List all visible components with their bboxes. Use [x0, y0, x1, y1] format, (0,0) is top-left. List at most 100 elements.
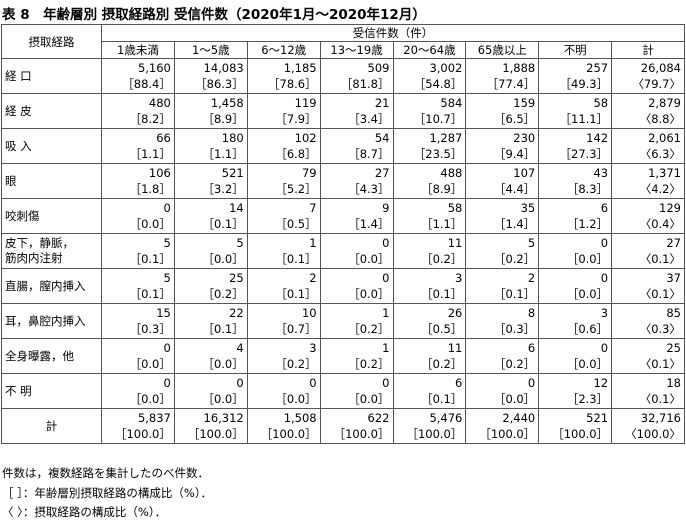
share: ［8.7］ [348, 147, 390, 161]
table-cell: 180 ［1.1］ [173, 128, 248, 164]
table-cell: 79 ［5.2］ [246, 163, 321, 199]
count: 26 [447, 306, 463, 320]
table-row: 不 明 0 ［0.0］ 0 ［0.0］ 0 ［0.0］ 0 ［0.0］ 6 ［0.1］ 0 ［0.0］ 1… [1, 373, 685, 409]
table-cell: 0 ［0.0］ [319, 268, 394, 304]
table-cell: 230 ［9.4］ [465, 128, 540, 164]
count: 0 [163, 201, 171, 215]
table-cell: 3 ［0.2］ [246, 338, 321, 374]
table-cell: 1 ［0.2］ [319, 303, 394, 339]
share: ［0.5］ [421, 322, 463, 336]
count: 6 [455, 376, 463, 390]
row-label-line: 耳，鼻腔内挿入 [5, 313, 86, 328]
count: 509 [367, 61, 390, 75]
notes: 件数は，複数経路を集計したのべ件数． ［ ］：年齢層別摂取経路の構成比（%）． 〈 … [2, 464, 212, 523]
table-cell: 106 ［1.8］ [101, 163, 175, 199]
count: 11 [447, 341, 463, 355]
table-cell: 7 ［0.5］ [246, 198, 321, 234]
count: 27 [374, 166, 390, 180]
row-header: 摂取経路 [1, 24, 102, 59]
count: 5 [163, 271, 171, 285]
count: 8 [527, 306, 536, 320]
table-cell: 142 ［27.3］ [538, 128, 613, 164]
table-cell: 25 ［0.2］ [173, 268, 248, 304]
table-row: 経 皮 480 ［8.2］ 1,458 ［8.9］ 119 ［7.9］ 21 ［3.4］ 584 ［… [1, 93, 685, 129]
table-cell: 521 ［3.2］ [173, 163, 248, 199]
share: ［0.2］ [493, 357, 536, 371]
share: ［54.8］ [413, 77, 463, 91]
share: ［0.0］ [202, 357, 244, 371]
share: ［100.0］ [187, 427, 244, 441]
count: 14 [229, 201, 244, 215]
share: ［1.1］ [129, 147, 171, 161]
count: 119 [294, 96, 317, 110]
table-cell: 27 ［4.3］ [319, 163, 394, 199]
table-cell: 488 ［8.9］ [392, 163, 467, 199]
share: ［0.0］ [129, 217, 171, 231]
share: ［4.3］ [348, 182, 390, 196]
count: 521 [586, 411, 609, 425]
table-cell: 1,371 〈4.2〉 [611, 163, 685, 199]
table-cell: 1,287 ［23.5］ [392, 128, 467, 164]
count: 1 [382, 341, 390, 355]
share: ［0.5］ [275, 217, 317, 231]
count: 25 [666, 341, 681, 355]
share: ［0.3］ [129, 322, 171, 336]
share: ［0.6］ [566, 322, 609, 336]
table-cell: 102 ［6.8］ [246, 128, 321, 164]
note-line: 件数は，複数経路を集計したのべ件数． [2, 466, 209, 480]
count: 15 [156, 306, 171, 320]
row-label-line: 計 [45, 418, 58, 433]
share: ［0.0］ [566, 357, 609, 371]
table-cell: 1,185 ［78.6］ [246, 58, 321, 94]
count: 21 [374, 96, 390, 110]
count: 79 [301, 166, 317, 180]
share: ［0.0］ [566, 252, 609, 266]
share: ［1.4］ [493, 217, 536, 231]
table-cell: 5 ［0.2］ [465, 233, 540, 269]
count: 622 [367, 411, 390, 425]
table-cell: 1 ［0.1］ [246, 233, 321, 269]
table-cell: 2 ［0.1］ [465, 268, 540, 304]
share: ［81.8］ [340, 77, 390, 91]
row-label: 吸 入 [1, 128, 102, 164]
count: 32,716 [640, 411, 681, 425]
row-label: 耳，鼻腔内挿入 [1, 303, 102, 339]
share: 〈4.2〉 [639, 182, 681, 196]
share: ［0.3］ [493, 322, 536, 336]
share: ［0.0］ [348, 392, 390, 406]
table-cell: 3 ［0.6］ [538, 303, 613, 339]
share: ［23.5］ [413, 147, 463, 161]
table-cell: 18 〈0.1〉 [611, 373, 685, 409]
row-label: 計 [1, 408, 102, 444]
table-cell: 5 ［0.1］ [101, 233, 175, 269]
table-cell: 0 ［0.0］ [246, 373, 321, 409]
table-cell: 5 ［0.1］ [101, 268, 175, 304]
count: 0 [600, 341, 609, 355]
share: ［27.3］ [559, 147, 609, 161]
table-row: 直腸，膣内挿入 5 ［0.1］ 25 ［0.2］ 2 ［0.1］ 0 ［0.0］ 3 ［0.1］ 2 ［… [1, 268, 685, 304]
count: 3 [309, 341, 317, 355]
count: 3 [600, 306, 609, 320]
share: ［3.4］ [348, 112, 390, 126]
count: 26,084 [640, 61, 681, 75]
count: 0 [600, 271, 609, 285]
table-cell: 25 〈0.1〉 [611, 338, 685, 374]
share: ［100.0］ [552, 427, 609, 441]
table-cell: 159 ［6.5］ [465, 93, 540, 129]
table-row: 経 口 5,160 ［88.4］ 14,083 ［86.3］ 1,185 ［78.6］ 509… [1, 58, 685, 94]
share: 〈8.8〉 [639, 112, 681, 126]
share: ［0.0］ [202, 392, 244, 406]
count: 2 [309, 271, 317, 285]
count: 0 [382, 376, 390, 390]
column-header: 1～5歳 [173, 41, 248, 59]
count: 43 [593, 166, 609, 180]
count: 7 [309, 201, 317, 215]
table-cell: 521 ［100.0］ [538, 408, 613, 444]
share: ［100.0］ [406, 427, 463, 441]
column-header: 不明 [538, 41, 613, 59]
share: ［0.1］ [421, 392, 463, 406]
table-cell: 2,879 〈8.8〉 [611, 93, 685, 129]
share: ［1.1］ [202, 147, 244, 161]
share: ［0.7］ [275, 322, 317, 336]
